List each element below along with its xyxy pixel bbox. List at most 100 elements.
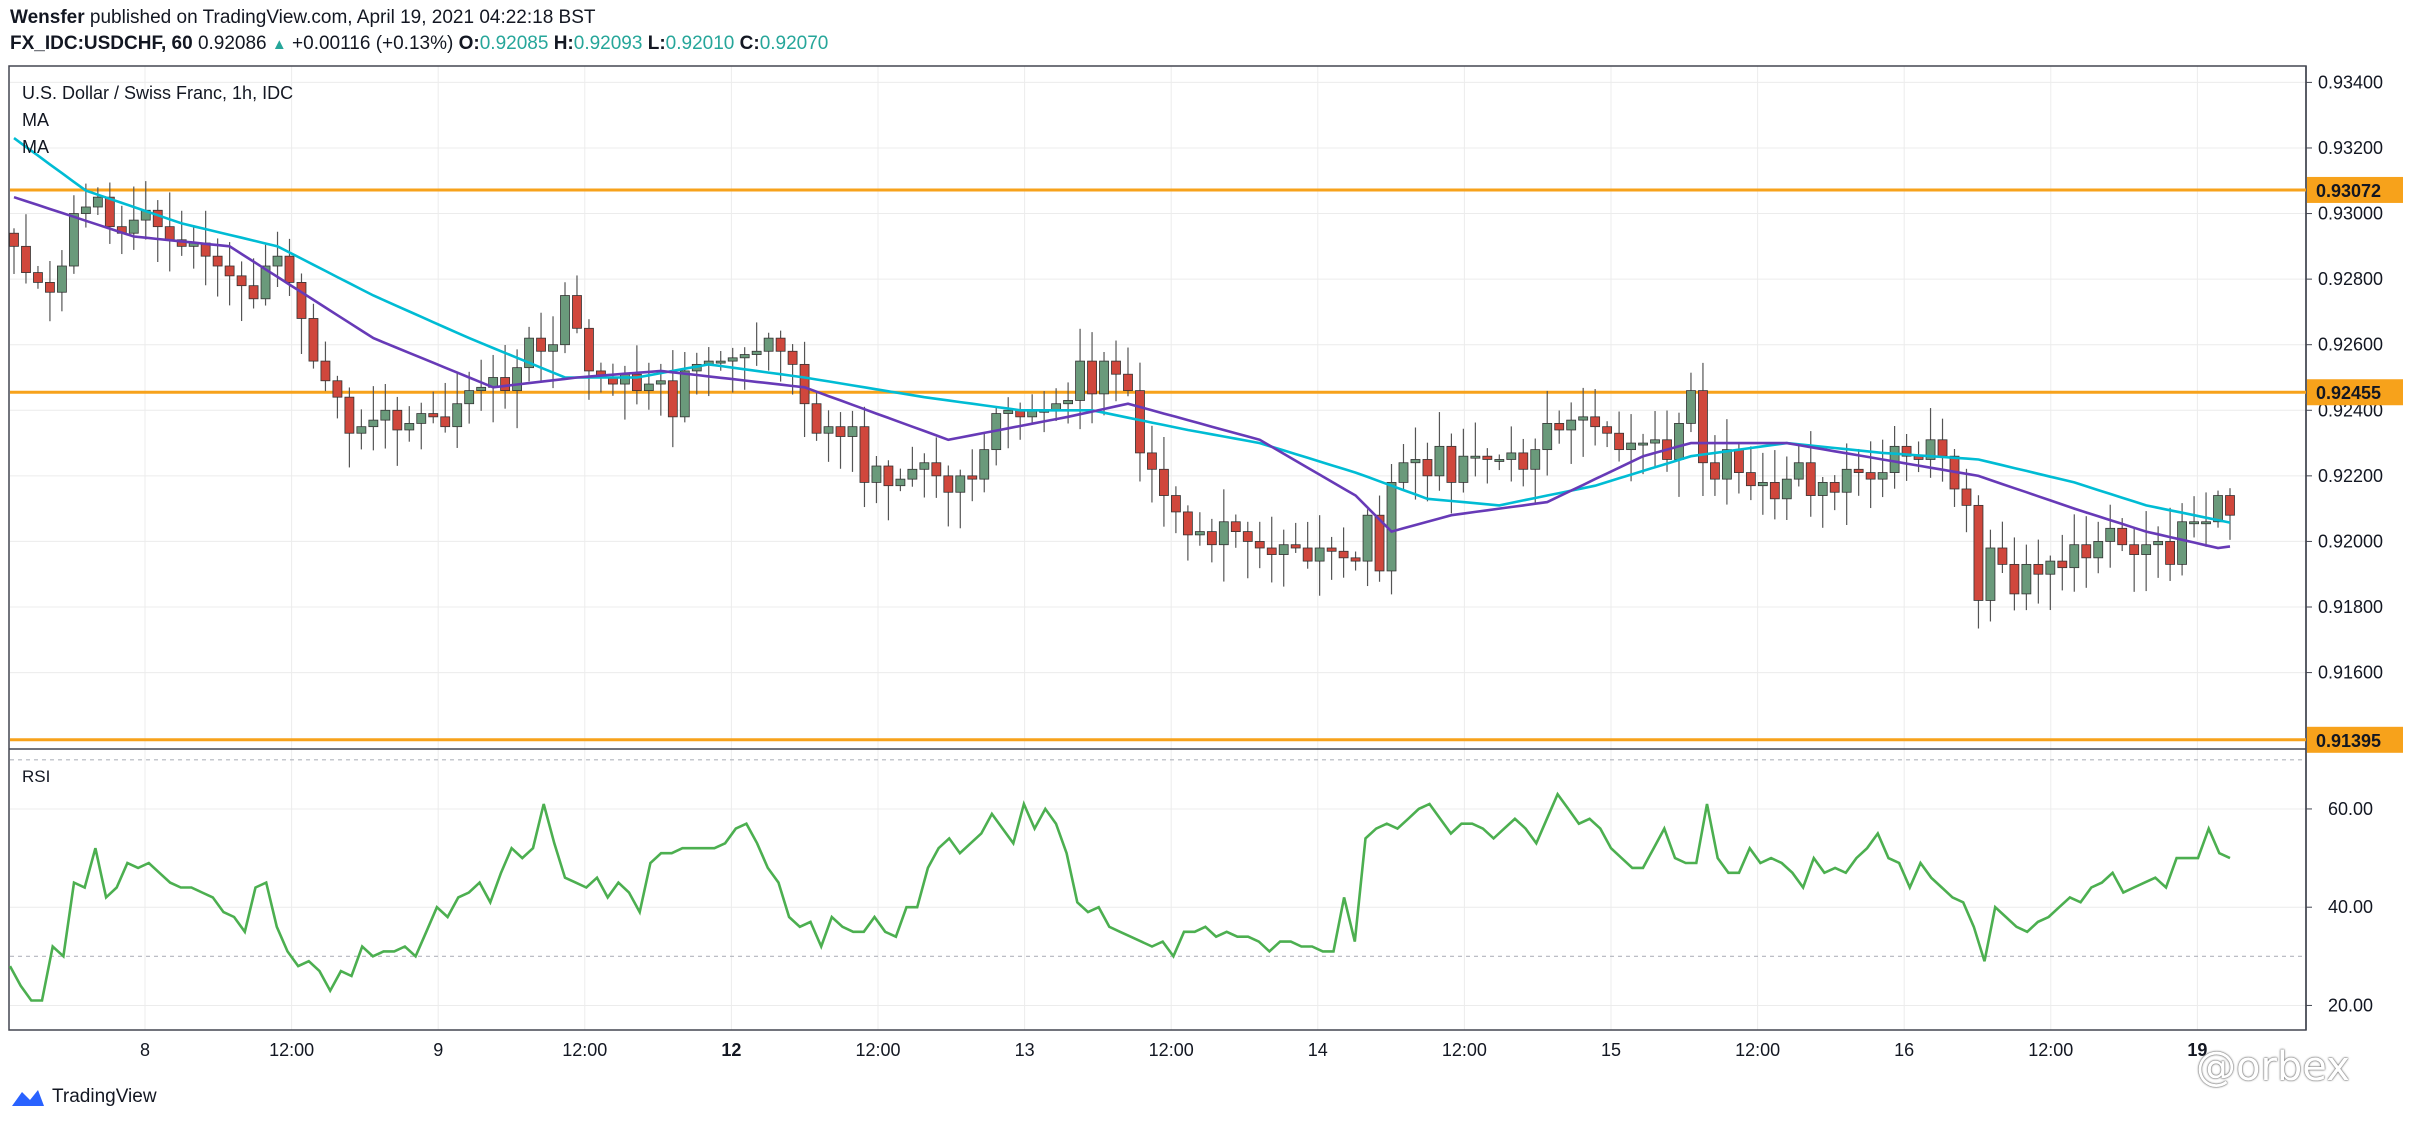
pane-title: U.S. Dollar / Swiss Franc, 1h, IDC bbox=[22, 83, 293, 103]
horizontal-levels[interactable] bbox=[10, 188, 2306, 742]
candle-body bbox=[1638, 442, 1648, 446]
candle-body bbox=[1099, 360, 1109, 395]
candle-body bbox=[2033, 563, 2044, 575]
candle-body bbox=[9, 232, 19, 247]
close-value: 0.92070 bbox=[759, 33, 829, 54]
price-tick-label: 0.92600 bbox=[2318, 335, 2383, 355]
candle-body bbox=[1087, 360, 1097, 395]
candle-body bbox=[943, 475, 954, 493]
candle-body bbox=[152, 209, 163, 228]
rsi-tick-label: 40.00 bbox=[2328, 897, 2373, 917]
candle-body bbox=[2081, 544, 2092, 559]
price-tick-label: 0.93400 bbox=[2318, 72, 2383, 92]
candle-body bbox=[212, 255, 223, 267]
candle-body bbox=[1973, 504, 1984, 601]
candle-body bbox=[883, 465, 894, 487]
price-tick-label: 0.93000 bbox=[2318, 204, 2383, 224]
candle-body bbox=[584, 327, 594, 372]
candle-body bbox=[1602, 426, 1613, 434]
candle-body bbox=[1650, 439, 1660, 444]
candle-body bbox=[332, 380, 343, 398]
candle-body bbox=[907, 468, 918, 480]
tradingview-brand: TradingView bbox=[52, 1086, 157, 1107]
candle-body bbox=[368, 419, 379, 428]
candle-body bbox=[2021, 563, 2032, 595]
candle-body bbox=[2105, 527, 2116, 542]
candle-body bbox=[823, 426, 834, 434]
candle-body bbox=[1063, 400, 1073, 405]
price-tick-label: 0.91800 bbox=[2318, 597, 2383, 617]
time-tick-label: 12:00 bbox=[855, 1040, 900, 1060]
candle-body bbox=[560, 295, 570, 346]
price-tick-label: 0.91600 bbox=[2318, 663, 2383, 683]
candle-body bbox=[272, 255, 283, 267]
candle-body bbox=[1554, 422, 1565, 431]
candle-body bbox=[919, 462, 930, 470]
time-tick-label: 12:00 bbox=[2028, 1040, 2073, 1060]
time-tick-label: 12:00 bbox=[1149, 1040, 1194, 1060]
candle-body bbox=[1374, 514, 1385, 572]
open-value: 0.92085 bbox=[479, 33, 549, 54]
ma-legend-1: MA bbox=[22, 110, 49, 130]
tradingview-footer[interactable]: TradingView bbox=[10, 1086, 157, 1108]
candle-body bbox=[1350, 557, 1361, 562]
rsi-legend: RSI bbox=[22, 767, 50, 786]
candle-body bbox=[787, 350, 798, 365]
rsi-axis[interactable]: 20.00 40.00 60.00 bbox=[2306, 799, 2373, 1015]
candle-body bbox=[1194, 531, 1205, 536]
price-change: +0.00116 (+0.13%) bbox=[292, 33, 454, 54]
ma-legend-2: MA bbox=[22, 137, 49, 157]
time-tick-label: 14 bbox=[1308, 1040, 1328, 1060]
candle-body bbox=[1266, 547, 1277, 555]
low-label: L: bbox=[647, 33, 666, 54]
candle-body bbox=[296, 282, 307, 319]
candle-body bbox=[1530, 449, 1541, 470]
author-name[interactable]: Wensfer bbox=[10, 7, 85, 28]
candle-body bbox=[1674, 422, 1684, 460]
time-tick-label: 12:00 bbox=[1735, 1040, 1780, 1060]
time-tick-label: 12:00 bbox=[1442, 1040, 1487, 1060]
candle-body bbox=[1745, 472, 1756, 487]
candle-body bbox=[1733, 449, 1744, 473]
candle-body bbox=[45, 282, 55, 293]
candle-body bbox=[1817, 482, 1828, 496]
candle-body bbox=[1698, 390, 1708, 464]
level-price-labels: 0.93072 0.92455 0.91395 bbox=[2307, 176, 2403, 753]
candle-body bbox=[775, 337, 786, 352]
candle-body bbox=[1781, 478, 1792, 500]
candle-body bbox=[1398, 462, 1409, 483]
price-tick-label: 0.92800 bbox=[2318, 269, 2383, 289]
candle-body bbox=[835, 426, 846, 437]
time-tick-label: 13 bbox=[1015, 1040, 1035, 1060]
candle-body bbox=[763, 337, 774, 352]
candle-body bbox=[21, 245, 31, 273]
candle-body bbox=[2225, 495, 2235, 516]
time-axis[interactable]: 8 12:00 9 12:00 12 12:00 13 12:00 14 12:00 15 12:00… bbox=[140, 1040, 2207, 1060]
candle-body bbox=[1710, 462, 1720, 480]
candle-body bbox=[1542, 422, 1553, 451]
rsi-level-lines bbox=[10, 759, 2306, 957]
open-label: O: bbox=[458, 33, 480, 54]
candle-body bbox=[392, 409, 403, 431]
symbol-name: FX_IDC:USDCHF, 60 bbox=[10, 33, 193, 54]
candle-body bbox=[2093, 541, 2104, 559]
candle-body bbox=[2177, 521, 2187, 565]
candle-body bbox=[643, 383, 654, 392]
candle-body bbox=[1326, 547, 1337, 552]
candle-body bbox=[931, 462, 942, 477]
candle-body bbox=[2213, 495, 2223, 523]
candle-body bbox=[1841, 468, 1852, 493]
time-tick-label: 9 bbox=[433, 1040, 443, 1060]
candle-body bbox=[2057, 560, 2068, 569]
candle-body bbox=[1757, 482, 1768, 487]
candle-body bbox=[2045, 560, 2056, 575]
candle-body bbox=[236, 275, 247, 287]
candle-body bbox=[1290, 544, 1301, 549]
candle-body bbox=[356, 426, 367, 434]
candle-body bbox=[967, 475, 978, 480]
candle-body bbox=[308, 318, 319, 362]
candle-body bbox=[1242, 531, 1253, 542]
candle-body bbox=[1578, 416, 1589, 421]
price-axis[interactable]: 0.91600 0.91800 0.92000 0.92200 0.92400 0.926… bbox=[2306, 72, 2383, 683]
